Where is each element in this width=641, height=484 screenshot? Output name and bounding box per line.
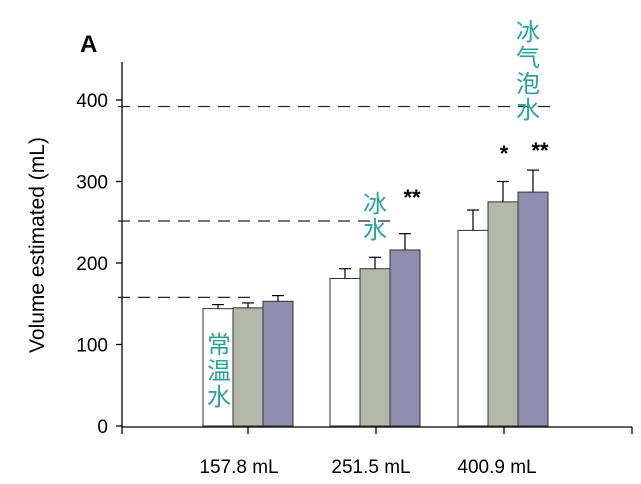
x-category-label: 157.8 mL [199, 457, 278, 478]
bar [457, 229, 489, 427]
y-tick-label: 400 [76, 91, 108, 112]
y-axis-label: Volume estimated (mL) [26, 137, 49, 353]
bar [517, 191, 549, 427]
bar [487, 201, 519, 427]
y-tick-label: 0 [97, 417, 108, 438]
y-tick-label: 200 [76, 254, 108, 275]
bar [232, 307, 264, 427]
x-category-label: 400.9 mL [457, 457, 536, 478]
y-tick-label: 300 [76, 173, 108, 194]
y-tick-label: 100 [76, 336, 108, 357]
significance-marker: ** [403, 185, 421, 210]
bar [329, 277, 361, 427]
x-category-label: 251.5 mL [331, 457, 410, 478]
significance-marker: ** [531, 138, 549, 163]
bar [262, 300, 294, 427]
annotation-label: 常温水 [207, 331, 231, 411]
bar [389, 249, 421, 427]
annotation-label: 冰水 [363, 190, 387, 244]
annotation-label: 冰气泡水 [516, 18, 540, 124]
bar [359, 268, 391, 427]
panel-label: A [80, 31, 97, 58]
significance-marker: * [500, 141, 509, 166]
